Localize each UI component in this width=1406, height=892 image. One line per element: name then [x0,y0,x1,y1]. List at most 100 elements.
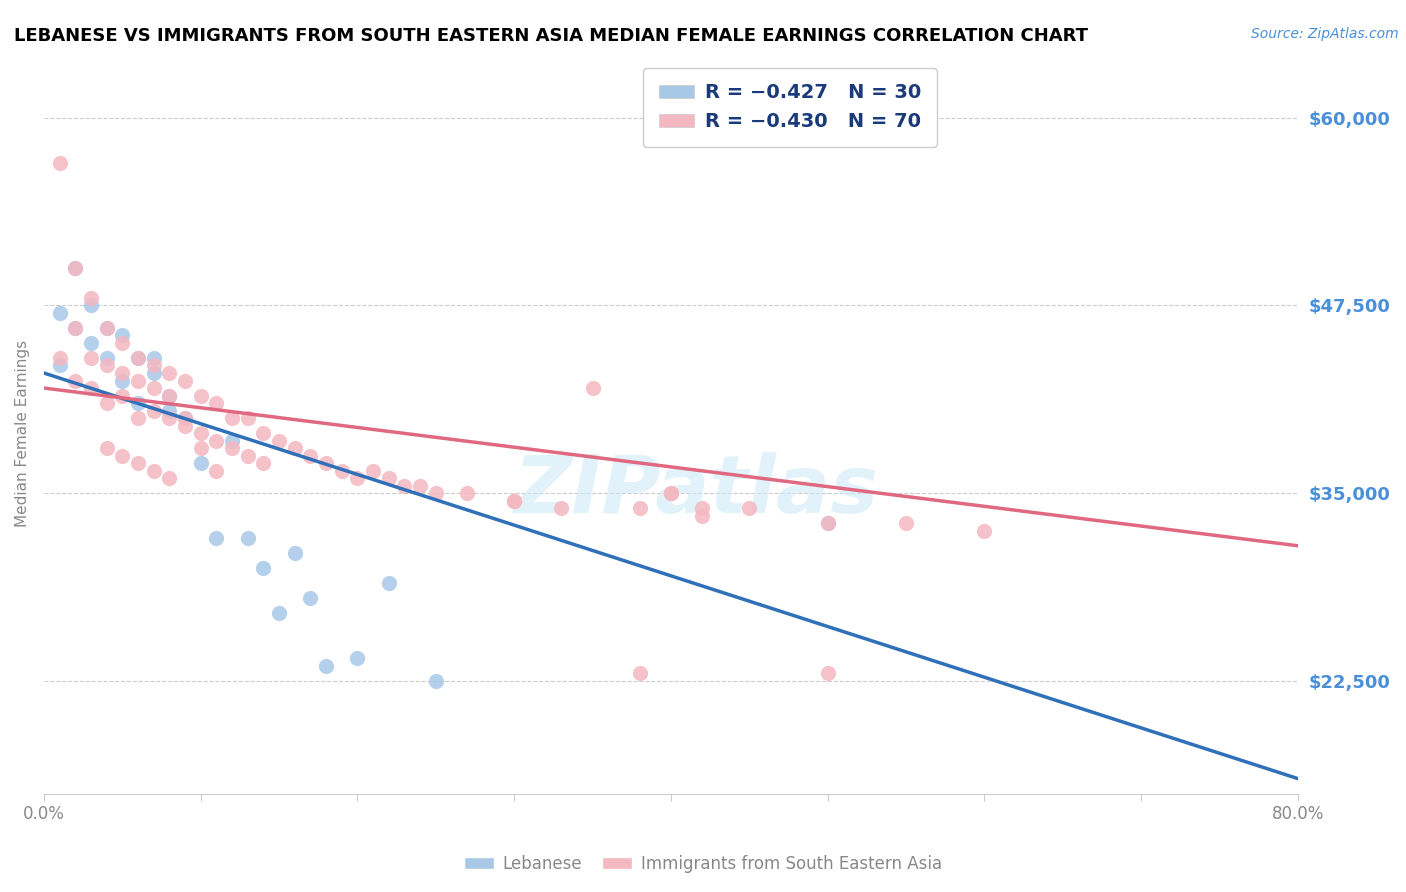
Point [315,659,337,673]
Point [80,291,103,305]
Point [127,374,149,388]
Point [346,471,368,485]
Point [284,546,307,560]
Point [267,607,290,621]
Point [127,351,149,365]
Point [973,524,995,538]
Point [157,388,180,402]
Point [157,411,180,425]
Point [80,381,103,395]
Legend: Lebanese, Immigrants from South Eastern Asia: Lebanese, Immigrants from South Eastern … [457,848,949,880]
Point [236,531,259,545]
Point [127,351,149,365]
Point [817,516,839,531]
Point [111,388,134,402]
Point [174,411,197,425]
Point [111,374,134,388]
Point [111,449,134,463]
Point [252,561,274,575]
Point [127,396,149,410]
Point [205,396,228,410]
Point [284,441,307,455]
Point [394,478,416,492]
Y-axis label: Median Female Earnings: Median Female Earnings [15,340,30,526]
Point [252,456,274,470]
Point [80,335,103,350]
Point [96,321,118,335]
Point [157,403,180,417]
Point [142,381,165,395]
Point [127,411,149,425]
Point [409,478,432,492]
Point [48,359,70,373]
Point [236,449,259,463]
Point [361,464,384,478]
Point [378,576,401,591]
Point [65,260,87,275]
Point [299,449,322,463]
Point [628,666,651,681]
Point [65,374,87,388]
Point [346,651,368,665]
Point [111,328,134,343]
Point [48,155,70,169]
Point [205,434,228,448]
Point [299,591,322,606]
Point [190,388,212,402]
Point [738,501,761,516]
Point [205,531,228,545]
Point [65,321,87,335]
Point [190,426,212,441]
Point [236,411,259,425]
Point [111,366,134,380]
Point [817,666,839,681]
Legend: R = −0.427   N = 30, R = −0.430   N = 70: R = −0.427 N = 30, R = −0.430 N = 70 [643,68,938,146]
Point [581,381,603,395]
Text: Source: ZipAtlas.com: Source: ZipAtlas.com [1251,27,1399,41]
Point [142,359,165,373]
Point [142,366,165,380]
Point [425,673,447,688]
Point [252,426,274,441]
Point [142,464,165,478]
Point [157,471,180,485]
Point [174,411,197,425]
Point [48,351,70,365]
Point [80,351,103,365]
Point [267,434,290,448]
Point [142,351,165,365]
Point [659,486,682,500]
Point [692,508,714,523]
Point [96,321,118,335]
Point [96,359,118,373]
Point [48,306,70,320]
Text: LEBANESE VS IMMIGRANTS FROM SOUTH EASTERN ASIA MEDIAN FEMALE EARNINGS CORRELATIO: LEBANESE VS IMMIGRANTS FROM SOUTH EASTER… [14,27,1088,45]
Point [127,456,149,470]
Point [550,501,572,516]
Point [425,486,447,500]
Point [190,456,212,470]
Point [174,374,197,388]
Point [221,441,243,455]
Point [456,486,478,500]
Point [503,493,526,508]
Point [221,434,243,448]
Point [817,516,839,531]
Point [315,456,337,470]
Point [65,260,87,275]
Point [80,298,103,312]
Point [894,516,917,531]
Point [96,351,118,365]
Point [190,441,212,455]
Point [330,464,353,478]
Point [96,441,118,455]
Point [65,321,87,335]
Point [659,486,682,500]
Point [692,501,714,516]
Point [628,501,651,516]
Point [174,418,197,433]
Point [142,403,165,417]
Point [157,388,180,402]
Point [96,396,118,410]
Point [221,411,243,425]
